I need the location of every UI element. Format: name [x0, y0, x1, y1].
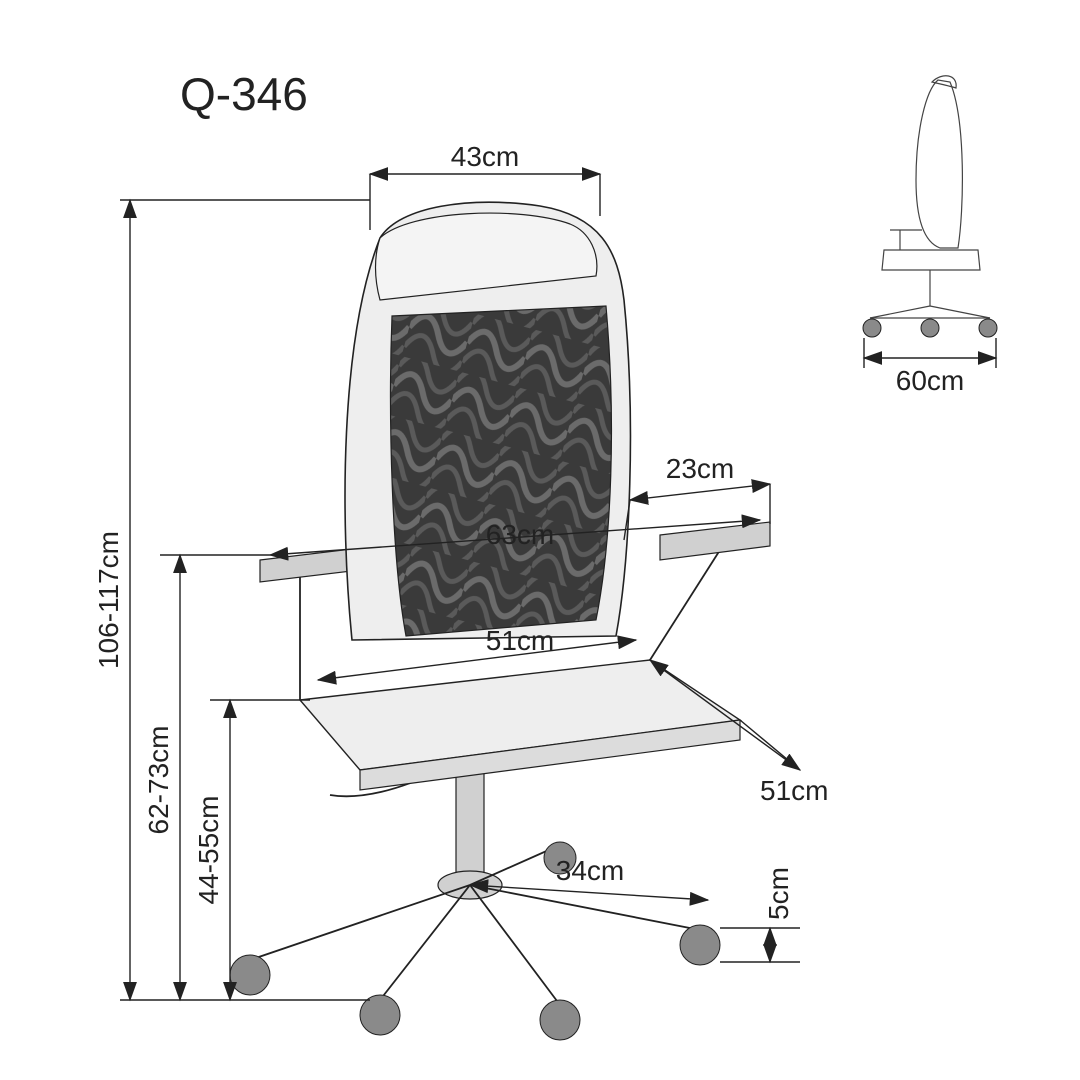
dim-armrest-height: 62-73cm	[143, 555, 180, 1000]
dim-caster-height: 5cm	[720, 867, 800, 962]
svg-text:51cm: 51cm	[760, 775, 828, 806]
dim-side-depth: 60cm	[896, 365, 964, 396]
chair-seat	[300, 660, 740, 790]
svg-text:44-55cm: 44-55cm	[193, 796, 224, 905]
svg-text:63cm: 63cm	[486, 519, 554, 550]
front-view: 43cm 63cm 23cm 51cm 51cm 34cm	[93, 141, 828, 1040]
svg-text:106-117cm: 106-117cm	[93, 531, 124, 669]
svg-text:43cm: 43cm	[451, 141, 519, 172]
svg-text:34cm: 34cm	[556, 855, 624, 886]
chair-backrest	[345, 202, 630, 640]
chair-base	[230, 740, 720, 1040]
dim-total-height: 106-117cm	[93, 200, 130, 1000]
svg-text:62-73cm: 62-73cm	[143, 726, 174, 835]
svg-text:5cm: 5cm	[763, 867, 794, 920]
svg-text:51cm: 51cm	[486, 625, 554, 656]
side-view-thumb: 60cm	[863, 76, 997, 396]
model-title: Q-346	[180, 68, 308, 120]
dim-seat-height: 44-55cm	[193, 700, 230, 1000]
dim-base-radius: 34cm	[470, 855, 708, 900]
svg-text:23cm: 23cm	[666, 453, 734, 484]
